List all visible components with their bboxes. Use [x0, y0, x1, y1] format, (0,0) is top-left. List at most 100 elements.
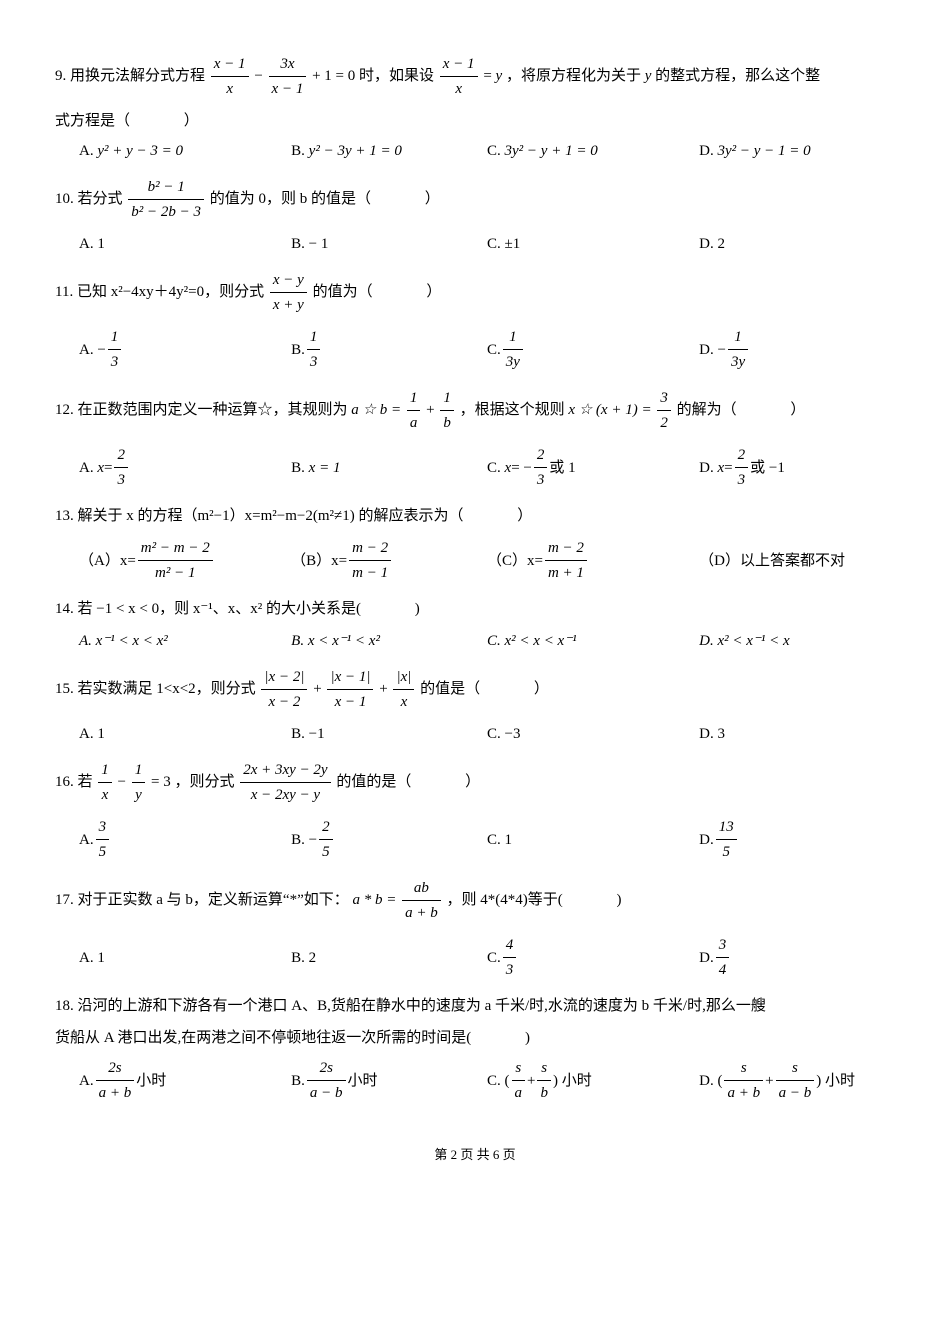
q15-opt-d[interactable]: D. 3 [699, 722, 895, 746]
q11-opt-c[interactable]: C.13y [487, 325, 699, 374]
q13-a-den: m² − 1 [138, 560, 213, 585]
q12-opt-a[interactable]: A. x = 23 [55, 443, 291, 492]
q17-opt-a[interactable]: A. 1 [55, 933, 291, 982]
q10-a: A. 1 [79, 232, 105, 256]
q13-c: （C）x= [487, 549, 543, 573]
q12-t2: ，根据这个规则 [460, 402, 565, 418]
q12-num: 12. [55, 402, 74, 418]
q15-t2: 的值是（ [420, 681, 480, 697]
question-17: 17. 对于正实数 a 与 b，定义新运算“*”如下： a * b = aba … [55, 876, 895, 925]
q9-num: 9. [55, 68, 66, 84]
question-13: 13. 解关于 x 的方程（m²−1）x=m²−m−2(m²≠1) 的解应表示为… [55, 504, 895, 528]
q17-b: B. 2 [291, 946, 316, 970]
q15-opt-b[interactable]: B. −1 [291, 722, 487, 746]
q13-b-den: m − 1 [349, 560, 391, 585]
q13-opt-a[interactable]: （A）x=m² − m − 2m² − 1 [55, 536, 291, 585]
q17-num: 17. [55, 892, 74, 908]
q16-opt-a[interactable]: A.35 [55, 815, 291, 864]
q16-f2: 1y [132, 758, 146, 807]
q17-opt-d[interactable]: D.34 [699, 933, 895, 982]
q16-opt-b[interactable]: B. −25 [291, 815, 487, 864]
q10-opt-a[interactable]: A. 1 [55, 232, 291, 256]
q16-t2: ，则分式 [174, 774, 234, 790]
q15-num: 15. [55, 681, 74, 697]
q11-t1: 已知 x²−4xy＋4y²=0，则分式 [77, 284, 264, 300]
q18-opt-b[interactable]: B.2sa − b小时 [291, 1056, 487, 1105]
q14-opt-d[interactable]: D. x² < x⁻¹ < x [699, 629, 895, 653]
q16-opt-c[interactable]: C. 1 [487, 815, 699, 864]
q14-opt-b[interactable]: B. x < x⁻¹ < x² [291, 629, 487, 653]
q12-t4: ） [790, 402, 805, 418]
q18-t1: 沿河的上游和下游各有一个港口 A、B,货船在静水中的速度为 a 千米/时,水流的… [78, 998, 766, 1014]
q9-t2: 时，如果设 [359, 68, 434, 84]
q10-opt-b[interactable]: B. − 1 [291, 232, 487, 256]
q11-fden: x + y [270, 292, 307, 317]
q17-t2: ，则 4*(4*4)等于( [446, 892, 562, 908]
question-18: 18. 沿河的上游和下游各有一个港口 A、B,货船在静水中的速度为 a 千米/时… [55, 994, 895, 1018]
q9-line2: 式方程是（ ） [55, 109, 895, 133]
q18-a-h: 小时 [136, 1069, 166, 1093]
q10-opt-c[interactable]: C. ±1 [487, 232, 699, 256]
q9-opt-a[interactable]: A. y² + y − 3 = 0 [55, 139, 291, 163]
q16-opt-d[interactable]: D.135 [699, 815, 895, 864]
q16-options: A.35 B. −25 C. 1 D.135 [55, 815, 895, 864]
q12-t1: 在正数范围内定义一种运算☆，其规则为 [78, 402, 348, 418]
q10-b: B. − 1 [291, 232, 328, 256]
q14-num: 14. [55, 601, 74, 617]
q10-opt-d[interactable]: D. 2 [699, 232, 895, 256]
q13-opt-d[interactable]: （D）以上答案都不对 [699, 536, 895, 585]
q18-opt-d[interactable]: D. (sa + b + sa − b) 小时 [699, 1056, 895, 1105]
q17-c: C. [487, 946, 501, 970]
q12-opt-d[interactable]: D. x = 23或 −1 [699, 443, 895, 492]
q9-a-label: A. [79, 139, 94, 163]
q17-opt-c[interactable]: C.43 [487, 933, 699, 982]
q13-c-den: m + 1 [545, 560, 587, 585]
q18-c-h: ) 小时 [553, 1069, 592, 1093]
q11-t3: ） [426, 284, 441, 300]
q13-opt-b[interactable]: （B）x=m − 2m − 1 [291, 536, 487, 585]
q12-d-or: 或 −1 [750, 456, 785, 480]
q16-f1n: 1 [98, 758, 112, 782]
q13-a-frac: m² − m − 2m² − 1 [138, 536, 213, 585]
q9-opt-c[interactable]: C. 3y² − y + 1 = 0 [487, 139, 699, 163]
q16-t3: 的值的是（ [336, 774, 411, 790]
q15-opt-c[interactable]: C. −3 [487, 722, 699, 746]
q12-t3: 的解为（ [677, 402, 737, 418]
q11-opt-a[interactable]: A. −13 [55, 325, 291, 374]
q17-fnum: ab [402, 876, 441, 900]
q11-opt-b[interactable]: B.13 [291, 325, 487, 374]
q15-a: A. 1 [79, 722, 105, 746]
q12-d-frac: 23 [735, 443, 749, 492]
q10-fnum: b² − 1 [128, 175, 204, 199]
q15-f3: |x|x [393, 665, 414, 714]
q13-opt-c[interactable]: （C）x=m − 2m + 1 [487, 536, 699, 585]
q14-opt-c[interactable]: C. x² < x < x⁻¹ [487, 629, 699, 653]
q17-frac: aba + b [402, 876, 441, 925]
q12-opt-c[interactable]: C. x = −23或 1 [487, 443, 699, 492]
q14-opt-a[interactable]: A. x⁻¹ < x < x² [55, 629, 291, 653]
q9-y: y [496, 68, 503, 84]
q11-opt-d[interactable]: D. −13y [699, 325, 895, 374]
q13-t1: 解关于 x 的方程（m²−1）x=m²−m−2(m²≠1) 的解应表示为（ [78, 508, 464, 524]
q15-f1: |x − 2|x − 2 [261, 665, 307, 714]
q9-opt-d[interactable]: D. 3y² − y − 1 = 0 [699, 139, 895, 163]
q10-frac: b² − 1b² − 2b − 3 [128, 175, 204, 224]
q9-b-eq: y² − 3y + 1 = 0 [309, 139, 402, 163]
q16-c: C. 1 [487, 828, 512, 852]
q16-a: A. [79, 828, 94, 852]
q17-opt-b[interactable]: B. 2 [291, 933, 487, 982]
q12-opt-b[interactable]: B. x = 1 [291, 443, 487, 492]
q16-t4: ） [465, 774, 480, 790]
q15-opt-a[interactable]: A. 1 [55, 722, 291, 746]
q18-d-h: ) 小时 [816, 1069, 855, 1093]
q9-opt-b[interactable]: B. y² − 3y + 1 = 0 [291, 139, 487, 163]
q9-t3: ，将原方程化为关于 [506, 68, 641, 84]
q10-d: D. 2 [699, 232, 725, 256]
question-16: 16. 若 1x − 1y = 3 ，则分式 2x + 3xy − 2yx − … [55, 758, 895, 807]
q11-d-frac: 13y [728, 325, 748, 374]
question-14: 14. 若 −1 < x < 0，则 x⁻¹、x、x² 的大小关系是( ) [55, 597, 895, 621]
q16-f2n: 1 [132, 758, 146, 782]
q11-c: C. [487, 338, 501, 362]
q18-opt-c[interactable]: C. (sa + sb) 小时 [487, 1056, 699, 1105]
q18-opt-a[interactable]: A.2sa + b小时 [55, 1056, 291, 1105]
